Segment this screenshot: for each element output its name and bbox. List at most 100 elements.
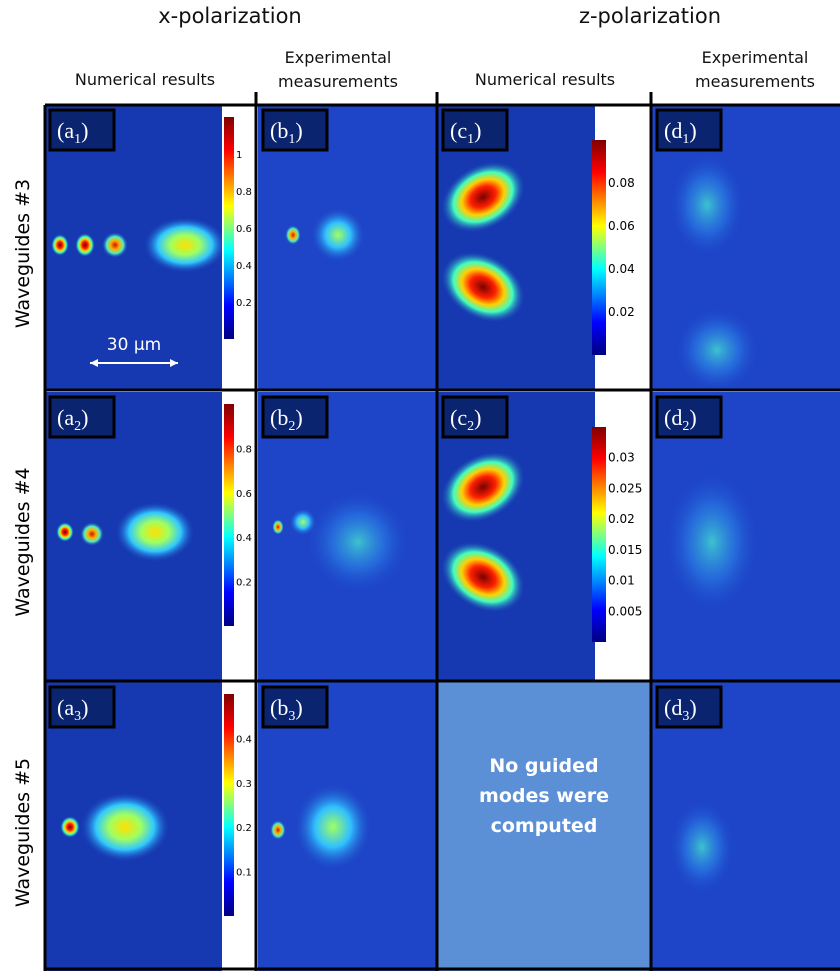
panel-label-part: (c [450, 405, 467, 430]
panel: (b2) [258, 392, 437, 680]
panel-label-part: ) [295, 118, 302, 143]
panel: (b3) [258, 682, 437, 971]
panel-label-part: ) [295, 695, 302, 720]
panel-label-part: 2 [288, 419, 295, 434]
row-label: Waveguides #3 [12, 179, 34, 328]
panel: (d2) [652, 392, 840, 680]
mode-spot [80, 792, 170, 862]
mode-spot [115, 502, 195, 562]
colorbar-tick-label: 0.025 [608, 481, 642, 495]
colorbar-tick-label: 0.01 [608, 574, 635, 588]
panel-label-part: 2 [467, 419, 474, 434]
panel-label-part: ) [81, 118, 88, 143]
mode-spot [667, 797, 737, 897]
colorbar [592, 427, 606, 642]
page: x-polarization z-polarization Numerical … [0, 0, 840, 971]
panel-label-part: (d [664, 405, 682, 430]
panel-message: modes were [479, 785, 609, 807]
colorbar-tick-label: 0.4 [236, 734, 252, 745]
panel-message: computed [491, 815, 598, 837]
panel-label-part: ) [689, 695, 696, 720]
panel-label-part: ) [689, 118, 696, 143]
figure: Waveguides #310.80.60.40.230 μm(a1)(b1)0… [0, 0, 840, 971]
panel-label-part: (d [664, 118, 682, 143]
colorbar-tick-label: 0.2 [236, 823, 252, 834]
panel-label: (b1) [270, 118, 303, 147]
panel-label: (a2) [57, 405, 88, 434]
mode-spot [60, 816, 80, 838]
mode-spot [102, 232, 128, 258]
colorbar-tick-label: 0.04 [608, 262, 635, 276]
colorbar-tick-label: 0.1 [236, 868, 252, 879]
panel-label-part: (b [270, 405, 288, 430]
panel-label-part: (a [57, 118, 74, 143]
panel-label-part: ) [689, 405, 696, 430]
colorbar-tick-label: 0.3 [236, 779, 252, 790]
panel-label-part: 1 [288, 132, 295, 147]
panel-label-part: 2 [74, 419, 81, 434]
panel: (b1) [258, 105, 437, 390]
mode-spot [272, 519, 284, 535]
panel-label-part: (a [57, 405, 74, 430]
panel-label-part: 3 [682, 709, 689, 724]
mode-spot [143, 217, 227, 273]
mode-spot [672, 305, 762, 395]
mode-spot [270, 820, 286, 840]
panel-label-part: ) [81, 695, 88, 720]
mode-spot [51, 234, 69, 256]
panel-label: (b2) [270, 405, 303, 434]
colorbar-tick-label: 0.08 [608, 176, 635, 190]
panel: 0.80.60.40.2(a2) [45, 392, 255, 680]
colorbar [224, 404, 234, 626]
colorbar-tick-label: 0.8 [236, 187, 252, 198]
colorbar-tick-label: 0.6 [236, 224, 252, 235]
panel-label-part: 1 [467, 132, 474, 147]
mode-spot [293, 782, 373, 872]
colorbar-tick-label: 0.8 [236, 444, 252, 455]
panel-label-part: (b [270, 118, 288, 143]
colorbar-tick-label: 0.4 [236, 533, 252, 544]
colorbar-tick-label: 0.03 [608, 451, 635, 465]
panel-label-part: ) [295, 405, 302, 430]
panel-label: (d1) [664, 118, 697, 147]
colorbar-tick-label: 0.2 [236, 298, 252, 309]
panel-label: (c1) [450, 118, 481, 147]
mode-spot [80, 522, 104, 546]
panel-label: (c2) [450, 405, 481, 434]
mode-spot [662, 467, 762, 617]
panel-label-part: (d [664, 695, 682, 720]
colorbar-tick-label: 0.6 [236, 489, 252, 500]
panel-label: (a3) [57, 695, 88, 724]
panel-label-part: 2 [682, 419, 689, 434]
mode-spot [667, 150, 747, 260]
colorbar-tick-label: 0.06 [608, 219, 635, 233]
panel-label-part: ) [81, 405, 88, 430]
panel-label-part: 1 [682, 132, 689, 147]
panel-label: (a1) [57, 118, 88, 147]
panel: 0.080.060.040.02(c1) [428, 105, 650, 390]
panel: No guided modes were computed [438, 682, 650, 971]
panel-label-part: (b [270, 695, 288, 720]
colorbar [592, 140, 606, 355]
colorbar [224, 117, 234, 339]
row-label: Waveguides #5 [12, 758, 34, 907]
panel-label-part: 3 [74, 709, 81, 724]
colorbar-tick-label: 0.4 [236, 261, 252, 272]
mode-spot [285, 225, 301, 245]
panel: (d3) [652, 682, 840, 971]
mode-spot [56, 522, 74, 542]
row-label: Waveguides #4 [12, 467, 34, 616]
panel: 10.80.60.40.230 μm(a1) [45, 105, 255, 390]
panel-label: (d2) [664, 405, 697, 434]
panel-label-part: ) [474, 118, 481, 143]
panel-label: (d3) [664, 695, 697, 724]
mode-spot [75, 233, 95, 257]
panel-label-part: ) [474, 405, 481, 430]
panel-label-part: (a [57, 695, 74, 720]
scale-bar-label: 30 μm [107, 335, 161, 355]
panel-label-part: (c [450, 118, 467, 143]
panel-message: No guided [489, 755, 598, 777]
colorbar-tick-label: 0.005 [608, 604, 642, 618]
colorbar [224, 694, 234, 916]
